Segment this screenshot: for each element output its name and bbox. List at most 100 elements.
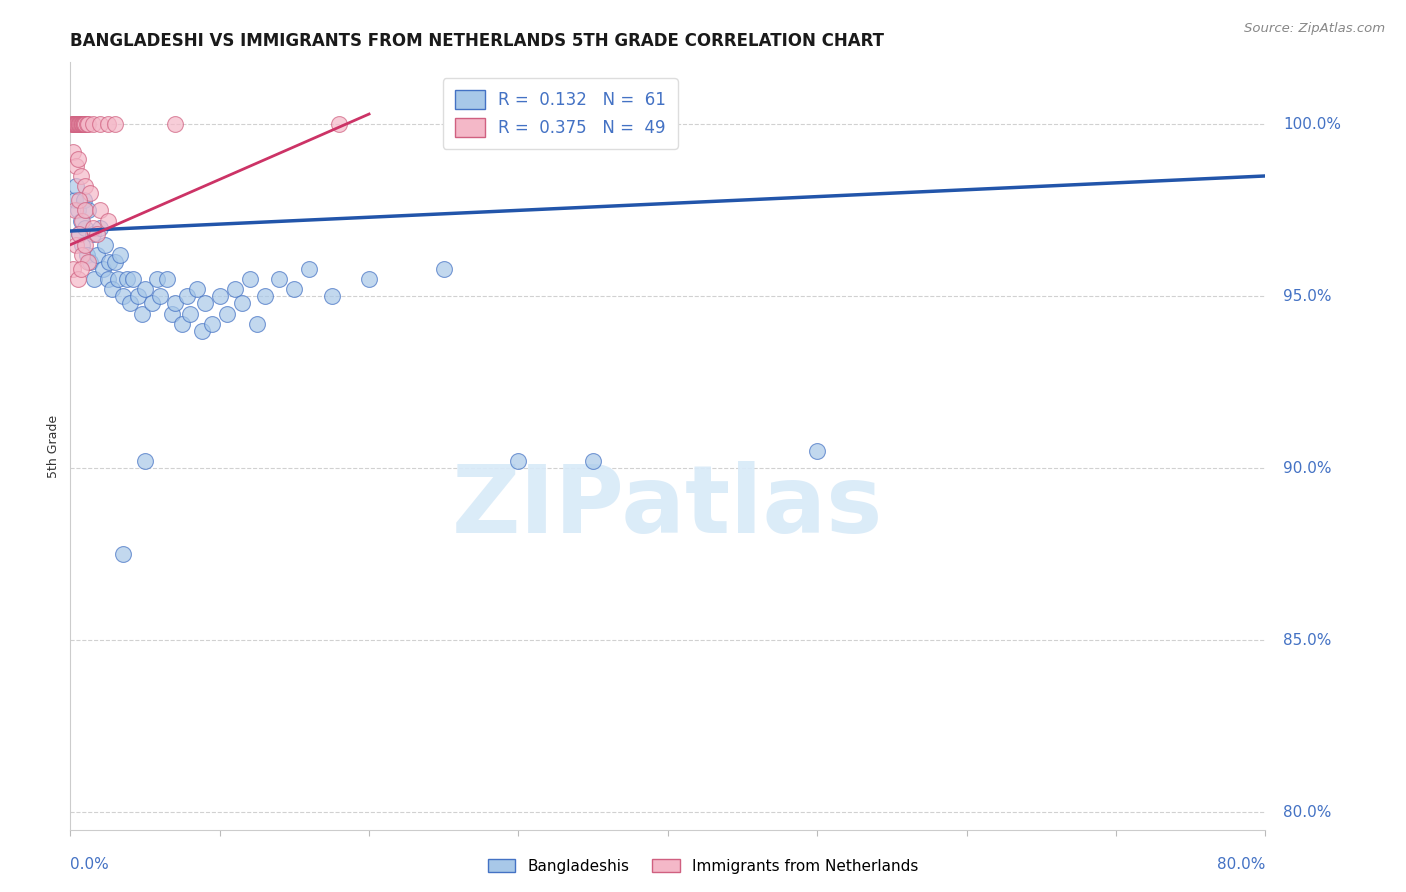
Legend: Bangladeshis, Immigrants from Netherlands: Bangladeshis, Immigrants from Netherland…	[481, 853, 925, 880]
Text: 90.0%: 90.0%	[1284, 461, 1331, 475]
Point	[208, 289, 231, 303]
Point	[201, 317, 224, 331]
Point	[72, 117, 94, 131]
Point	[63, 117, 86, 131]
Point	[62, 145, 84, 159]
Point	[82, 227, 104, 242]
Point	[67, 227, 90, 242]
Point	[66, 117, 89, 131]
Point	[69, 117, 91, 131]
Point	[76, 117, 98, 131]
Point	[104, 255, 127, 269]
Point	[86, 248, 108, 262]
Point	[70, 213, 93, 227]
Point	[91, 261, 114, 276]
Point	[66, 203, 89, 218]
Point	[79, 255, 101, 269]
Point	[63, 203, 86, 218]
Point	[65, 117, 87, 131]
Point	[298, 261, 321, 276]
Point	[70, 117, 93, 131]
Text: 85.0%: 85.0%	[1284, 632, 1331, 648]
Point	[107, 272, 129, 286]
Point	[806, 444, 828, 458]
Point	[179, 307, 201, 321]
Point	[77, 255, 100, 269]
Point	[108, 248, 131, 262]
Text: 80.0%: 80.0%	[1284, 805, 1331, 820]
Point	[141, 296, 163, 310]
Legend: R =  0.132   N =  61, R =  0.375   N =  49: R = 0.132 N = 61, R = 0.375 N = 49	[443, 78, 678, 149]
Point	[60, 117, 83, 131]
Point	[77, 203, 100, 218]
Point	[120, 296, 141, 310]
Point	[75, 220, 97, 235]
Point	[67, 117, 90, 131]
Point	[62, 117, 84, 131]
Point	[66, 117, 89, 131]
Point	[65, 117, 87, 131]
Point	[89, 203, 111, 218]
Point	[582, 454, 605, 468]
Point	[359, 272, 381, 286]
Point	[62, 117, 84, 131]
Point	[160, 307, 183, 321]
Point	[111, 289, 134, 303]
Point	[82, 220, 104, 235]
Point	[75, 117, 97, 131]
Point	[134, 283, 156, 297]
Point	[70, 237, 93, 252]
Text: BANGLADESHI VS IMMIGRANTS FROM NETHERLANDS 5TH GRADE CORRELATION CHART: BANGLADESHI VS IMMIGRANTS FROM NETHERLAN…	[70, 32, 884, 50]
Point	[67, 227, 90, 242]
Point	[93, 237, 115, 252]
Point	[231, 296, 253, 310]
Point	[67, 117, 90, 131]
Point	[115, 272, 138, 286]
Point	[63, 117, 86, 131]
Point	[86, 227, 108, 242]
Point	[73, 117, 96, 131]
Point	[89, 117, 111, 131]
Point	[65, 237, 87, 252]
Point	[172, 317, 194, 331]
Point	[75, 237, 97, 252]
Point	[69, 213, 91, 227]
Point	[83, 272, 105, 286]
Point	[77, 117, 100, 131]
Point	[146, 272, 169, 286]
Point	[62, 261, 84, 276]
Point	[111, 547, 134, 561]
Point	[217, 307, 239, 321]
Point	[239, 272, 262, 286]
Point	[186, 283, 208, 297]
Point	[67, 193, 90, 207]
Point	[65, 159, 87, 173]
Point	[63, 193, 86, 207]
Point	[89, 220, 111, 235]
Point	[191, 324, 214, 338]
Point	[97, 117, 120, 131]
Point	[224, 283, 246, 297]
Point	[73, 193, 96, 207]
Point	[70, 248, 93, 262]
Point	[75, 179, 97, 194]
Point	[98, 255, 121, 269]
Point	[97, 272, 120, 286]
Point	[79, 186, 101, 201]
Point	[508, 454, 530, 468]
Point	[156, 272, 179, 286]
Text: ZIPatlas: ZIPatlas	[453, 461, 883, 553]
Point	[82, 117, 104, 131]
Point	[97, 213, 120, 227]
Point	[69, 117, 91, 131]
Point	[433, 261, 456, 276]
Point	[131, 307, 153, 321]
Point	[69, 261, 91, 276]
Point	[163, 296, 186, 310]
Point	[66, 272, 89, 286]
Point	[70, 117, 93, 131]
Text: 100.0%: 100.0%	[1284, 117, 1341, 132]
Point	[328, 117, 350, 131]
Point	[246, 317, 269, 331]
Point	[194, 296, 217, 310]
